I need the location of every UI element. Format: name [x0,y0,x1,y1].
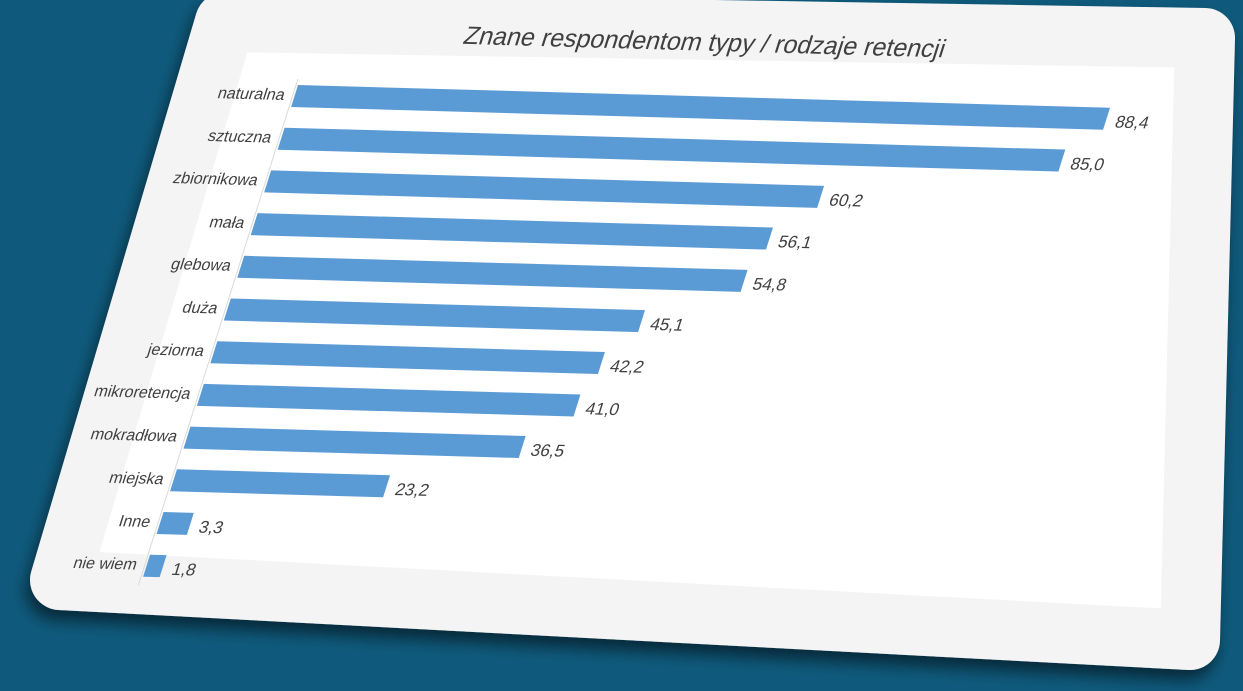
value-label: 88,4 [1113,112,1153,132]
value-label: 23,2 [393,479,432,499]
category-label: mokradłowa [88,425,181,445]
bar [210,341,605,375]
value-label: 45,1 [648,314,687,334]
axis-line [138,78,299,585]
bar [196,383,581,417]
bar [170,469,391,498]
value-label: 1,8 [169,559,199,579]
value-label: 3,3 [196,517,226,537]
value-label: 42,2 [608,356,647,376]
bar [223,298,646,333]
plot: Znane respondentom typy / rodzaje retenc… [71,22,1153,585]
bar [291,85,1110,130]
category-label: Inne [116,512,153,530]
bar [183,426,526,458]
bar [156,512,194,535]
value-label: 56,1 [776,232,815,252]
bar [237,255,748,292]
value-label: 60,2 [827,190,866,210]
bar [264,170,825,208]
value-label: 85,0 [1068,154,1107,174]
category-label: duża [180,299,221,318]
value-label: 36,5 [528,440,567,460]
category-label: miejska [107,469,168,488]
category-label: mała [207,213,248,232]
category-label: naturalna [215,84,288,103]
bar [143,554,167,578]
category-label: mikroretencja [92,382,194,402]
category-label: jeziorna [144,341,207,360]
category-label: glebowa [169,255,235,274]
category-label: zbiornikowa [171,169,262,189]
category-label: sztuczna [205,127,274,146]
bar [277,127,1066,172]
bar [250,213,773,250]
category-label: nie wiem [71,554,140,573]
value-label: 54,8 [750,274,789,294]
value-label: 41,0 [583,399,622,419]
